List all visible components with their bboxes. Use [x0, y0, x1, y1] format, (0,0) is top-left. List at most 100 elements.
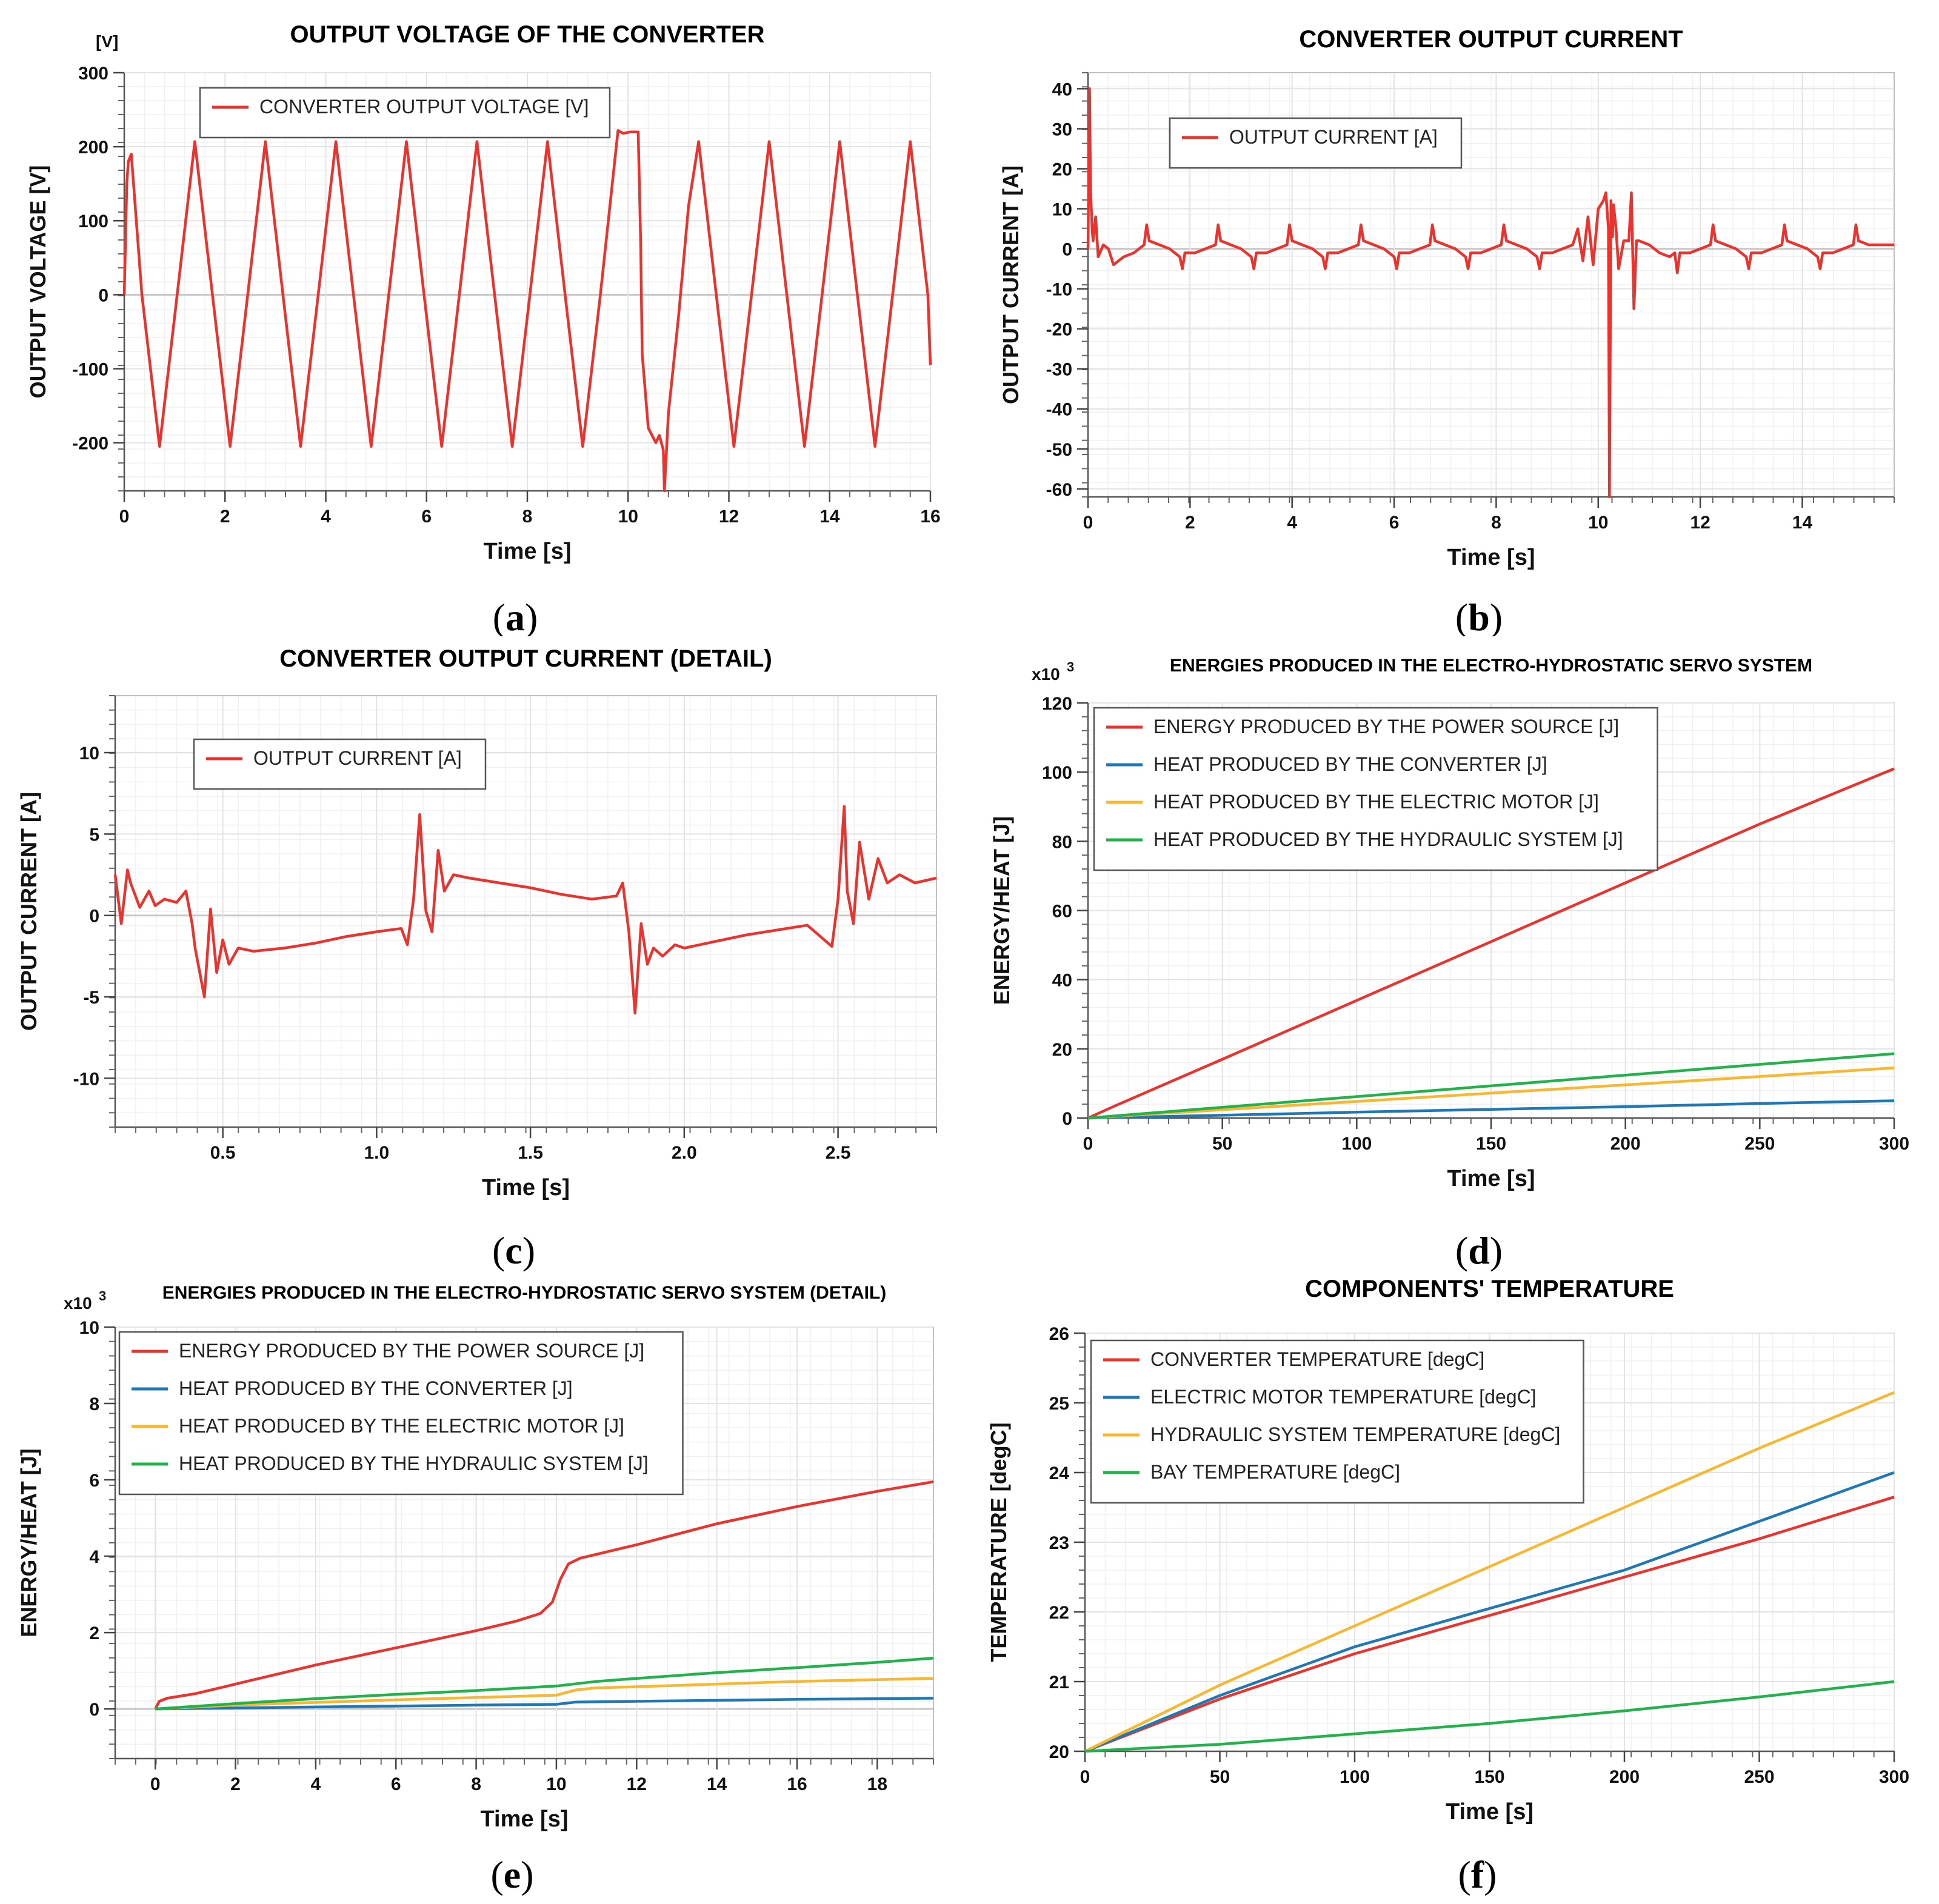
y-tick-label: 24 [1049, 1463, 1070, 1483]
legend-box-d [1093, 707, 1658, 871]
y-tick-label: 120 [1042, 694, 1072, 714]
x-tick-label: 200 [1609, 1767, 1640, 1787]
x-axis-label-e: Time [s] [480, 1806, 568, 1832]
chart-title-b: CONVERTER OUTPUT CURRENT [1299, 26, 1683, 53]
series-line-d-3 [1087, 1052, 1895, 1120]
x-tick-label: 250 [1744, 1134, 1775, 1154]
multiplier-label-e: x10 [64, 1294, 92, 1313]
x-tick-label: 6 [1389, 513, 1400, 533]
x-tick-label: 1.5 [518, 1143, 543, 1163]
x-axis-label-f: Time [s] [1446, 1799, 1534, 1825]
x-tick-label: 4 [321, 507, 331, 527]
y-tick-label: 40 [1052, 971, 1072, 991]
x-tick-label: 100 [1341, 1134, 1372, 1154]
x-tick-label: 300 [1879, 1134, 1909, 1154]
legend-label: BAY TEMPERATURE [degC] [1150, 1461, 1400, 1483]
y-axis-label-d: ENERGY/HEAT [J] [989, 816, 1014, 1005]
x-tick-label: 6 [421, 507, 432, 527]
series-line-e-2 [155, 1677, 934, 1711]
y-tick-label: 0 [89, 1700, 99, 1720]
series-line-d-2 [1087, 1066, 1895, 1120]
y-tick-label: 6 [89, 1471, 99, 1491]
x-tick-label: 10 [1588, 513, 1608, 533]
y-tick-label: -100 [72, 359, 108, 379]
y-tick-label: 22 [1049, 1603, 1069, 1623]
y-tick-label: 25 [1049, 1394, 1069, 1414]
x-tick-label: 50 [1210, 1767, 1230, 1787]
x-tick-label: 2.0 [672, 1143, 697, 1163]
y-tick-label: -50 [1046, 440, 1072, 460]
x-tick-label: 14 [819, 507, 840, 527]
y-tick-label: 20 [1052, 1040, 1072, 1060]
y-tick-label: -30 [1046, 360, 1072, 380]
x-tick-label: 0 [1083, 1134, 1093, 1154]
y-tick-label: 10 [79, 744, 99, 764]
x-tick-label: 250 [1744, 1767, 1774, 1787]
y-tick-label: -200 [72, 434, 108, 454]
y-tick-label: 100 [78, 211, 108, 231]
legend-label: HEAT PRODUCED BY THE CONVERTER [J] [179, 1377, 573, 1399]
y-tick-label: -20 [1046, 320, 1072, 340]
x-tick-label: 0.5 [210, 1143, 236, 1163]
y-axis-label-f: TEMPERATURE [degC] [986, 1422, 1011, 1662]
x-axis-label-d: Time [s] [1447, 1166, 1535, 1191]
series-line-d-1 [1087, 1099, 1895, 1120]
x-tick-label: 300 [1879, 1767, 1909, 1787]
y-tick-label: -60 [1046, 480, 1072, 500]
x-tick-label: 200 [1610, 1134, 1641, 1154]
x-tick-label: 12 [1690, 513, 1710, 533]
legend-box-b [1169, 117, 1463, 169]
x-tick-label: 4 [311, 1774, 321, 1794]
legend-label: HEAT PRODUCED BY THE ELECTRIC MOTOR [J] [179, 1415, 624, 1437]
y-axis-label-b: OUTPUT CURRENT [A] [998, 165, 1023, 404]
x-tick-label: 18 [867, 1774, 887, 1794]
chart-title-a: OUTPUT VOLTAGE OF THE CONVERTER [290, 21, 765, 48]
caption-f: (f) [1458, 1853, 1497, 1896]
legend-box-e [118, 1331, 684, 1496]
series-line-e-1 [155, 1697, 934, 1711]
chart-panel-b: 0 2 4 6 8 10 12 14 -60 -50 -40 -30 -20 -10 0 10 20 30 40 OU… [998, 26, 1895, 636]
multiplier-exp-d: 3 [1067, 659, 1074, 674]
series-line-f-0 [1084, 1496, 1895, 1753]
chart-title-d: ENERGIES PRODUCED IN THE ELECTRO-HYDROST… [1170, 656, 1812, 676]
series-line-e-0 [154, 1480, 934, 1710]
x-tick-label: 0 [1083, 513, 1093, 533]
y-tick-label: 300 [78, 64, 108, 84]
x-tick-label: 10 [618, 507, 638, 527]
y-tick-label: 0 [1062, 1109, 1072, 1129]
y-axis-label-c: OUTPUT CURRENT [A] [16, 792, 41, 1031]
x-tick-label: 8 [1491, 513, 1501, 533]
x-tick-label: 8 [471, 1774, 481, 1794]
caption-b: (b) [1455, 596, 1503, 636]
y-tick-label: 2 [89, 1623, 99, 1643]
x-axis-label-a: Time [s] [483, 539, 571, 564]
y-tick-label: 20 [1052, 159, 1072, 179]
series-line-d-0 [1087, 767, 1895, 1120]
legend-label: OUTPUT CURRENT [A] [1229, 126, 1438, 148]
x-tick-label: 2 [230, 1774, 241, 1794]
y-tick-label: -10 [1046, 280, 1072, 300]
x-tick-label: 10 [546, 1774, 566, 1794]
legend-label: HEAT PRODUCED BY THE HYDRAULIC SYSTEM [J… [179, 1453, 649, 1474]
chart-panel-e: 0 2 4 6 8 10 12 14 16 18 0 2 4 6 8 10 ENERGY PRODUCED BY… [16, 1283, 934, 1896]
multiplier-label-d: x10 [1032, 665, 1060, 684]
x-tick-label: 0 [119, 507, 130, 527]
x-tick-label: 4 [1287, 513, 1297, 533]
legend-label: OUTPUT CURRENT [A] [253, 747, 462, 769]
x-tick-label: 50 [1212, 1134, 1232, 1154]
y-tick-label: 30 [1052, 119, 1072, 139]
x-tick-label: 14 [1792, 513, 1813, 533]
multiplier-exp-e: 3 [99, 1288, 106, 1303]
y-tick-label: 0 [98, 285, 108, 305]
y-tick-label: 10 [79, 1318, 99, 1338]
y-tick-label: 0 [89, 907, 99, 927]
series-line-f-3 [1084, 1680, 1895, 1753]
x-tick-label: 8 [522, 507, 533, 527]
legend-label: ELECTRIC MOTOR TEMPERATURE [degC] [1150, 1386, 1537, 1408]
y-axis-label-e: ENERGY/HEAT [J] [16, 1448, 41, 1637]
x-tick-label: 2 [220, 507, 230, 527]
x-tick-label: 2 [1185, 513, 1195, 533]
x-axis-label-b: Time [s] [1447, 545, 1535, 570]
x-tick-label: 6 [391, 1774, 401, 1794]
